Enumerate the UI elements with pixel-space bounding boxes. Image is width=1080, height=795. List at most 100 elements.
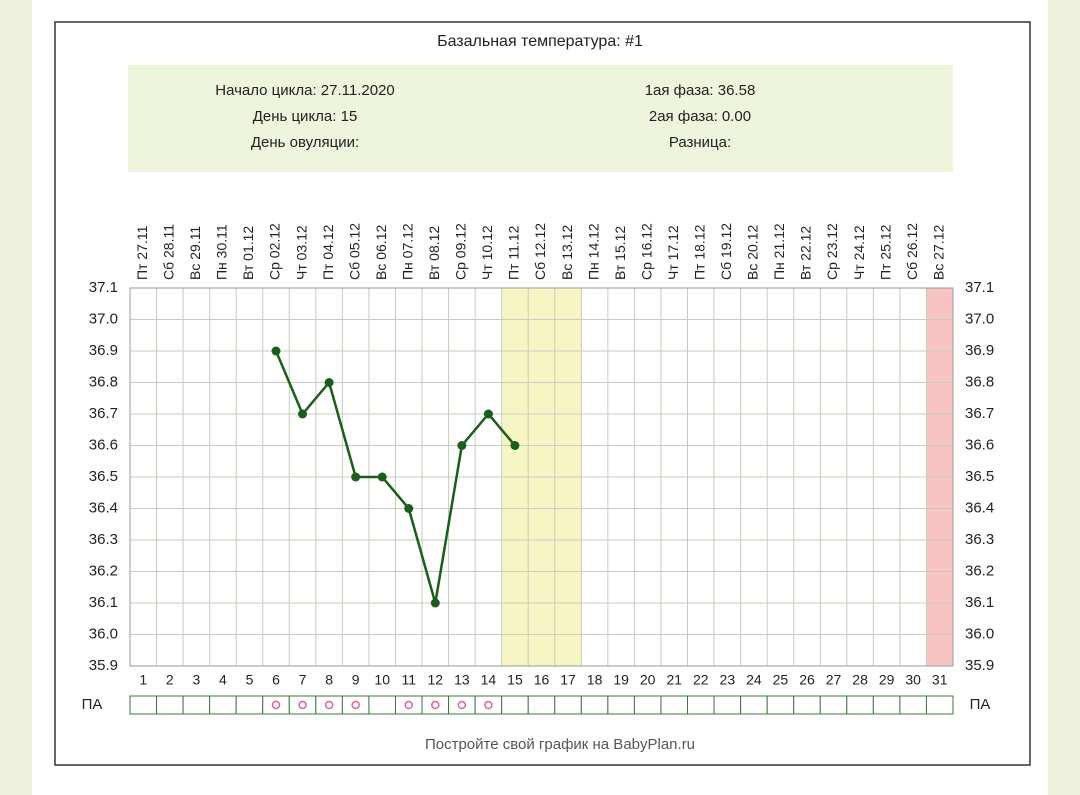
y-tick-label: 37.1 [89,279,118,296]
date-label: Сб 26.12 [904,223,920,280]
y-tick-label: 35.9 [89,657,118,674]
pa-cell [501,695,529,715]
day-label: 17 [560,672,576,688]
y-tick-label-right: 36.9 [965,342,994,359]
day-label: 1 [139,672,147,688]
info-left: День овуляции: [251,134,359,151]
day-label: 18 [587,672,603,688]
day-label: 19 [613,672,629,688]
y-tick-label: 37.0 [89,310,118,327]
pa-mark [404,700,414,710]
pa-cell [368,695,396,715]
pa-cell [288,695,317,715]
y-tick-label-right: 36.0 [965,625,994,642]
y-tick-label-right: 36.8 [965,373,994,390]
pa-cell [341,695,370,715]
day-label: 4 [219,672,227,688]
pa-mark [298,700,307,710]
y-tick-label: 36.7 [89,405,118,422]
pa-cell [713,695,742,715]
date-label: Вт 08.12 [426,226,442,280]
y-tick-label: 36.8 [89,373,118,390]
pa-cell [660,695,689,715]
pa-mark [271,700,281,710]
chart-title: Базальная температура: #1 [437,33,643,50]
pa-cell [421,695,450,715]
day-label: 22 [693,672,709,688]
date-label: Вс 06.12 [373,225,389,280]
y-tick-label-right: 36.4 [965,499,994,516]
pa-mark [431,700,440,710]
pa-cell [474,695,503,715]
date-label: Ср 02.12 [267,223,283,280]
date-label: Ср 23.12 [824,223,840,280]
pa-cell [740,695,768,715]
pa-cell [156,695,184,715]
point [404,504,414,513]
pa-cell [766,695,795,715]
point [324,378,334,387]
y-tick-label-right: 37.1 [965,279,994,296]
date-label: Вт 15.12 [612,226,628,280]
day-label: 16 [534,672,550,688]
pa-cell [872,695,901,715]
pa-cell [209,695,237,715]
pa-label: ПА [82,696,103,713]
y-tick-label: 36.1 [89,594,118,611]
date-label: Пн 30.11 [214,224,230,280]
day-label: 3 [192,672,200,688]
date-label: Сб 28.11 [161,224,177,280]
day-label: 7 [299,672,307,688]
point [271,346,281,356]
plot-border [129,287,954,667]
pa-cell [182,695,211,715]
date-label: Вс 29.11 [187,226,203,280]
y-tick-label: 36.3 [89,531,118,548]
date-label: Чт 10.12 [479,225,495,280]
info-box [128,65,953,172]
point [430,598,440,608]
pa-cell [925,695,954,715]
date-label: Вс 27.12 [930,225,946,280]
pa-cell [899,695,927,715]
pa-cell [235,695,264,715]
y-tick-label-right: 36.2 [965,562,994,579]
day-label: 12 [428,672,444,688]
pa-cell [527,695,556,715]
y-tick-label-right: 36.6 [965,436,994,453]
info-left: Начало цикла: 27.11.2020 [215,82,395,99]
date-label: Пт 27.11 [134,225,150,280]
pa-mark [457,700,467,710]
pa-cell [819,695,848,715]
day-label: 24 [746,672,762,688]
day-label: 11 [401,672,416,688]
point [351,472,361,482]
day-label: 15 [507,672,523,688]
day-label: 31 [932,672,948,688]
day-label: 30 [905,672,921,688]
info-right: 2ая фаза: 0.00 [649,108,751,125]
y-tick-label: 36.4 [89,499,118,516]
day-label: 28 [852,672,868,688]
day-label: 13 [454,672,470,688]
pa-mark [484,700,493,710]
pa-cell [607,695,635,715]
date-label: Вт 22.12 [798,226,814,280]
date-label: Ср 16.12 [638,223,654,280]
pa-cell [633,695,662,715]
y-tick-label: 36.5 [89,468,118,485]
point [298,409,308,419]
date-label: Пт 18.12 [691,224,707,280]
day-label: 8 [325,672,333,688]
day-label: 23 [720,672,736,688]
y-tick-label-right: 36.1 [965,594,994,611]
point [457,441,467,450]
info-left: День цикла: 15 [253,108,358,125]
y-tick-label: 36.0 [89,625,118,642]
pa-cell [129,695,158,715]
day-label: 6 [272,672,280,688]
date-label: Чт 03.12 [293,225,309,280]
pa-cell [793,695,821,715]
day-label: 29 [879,672,895,688]
